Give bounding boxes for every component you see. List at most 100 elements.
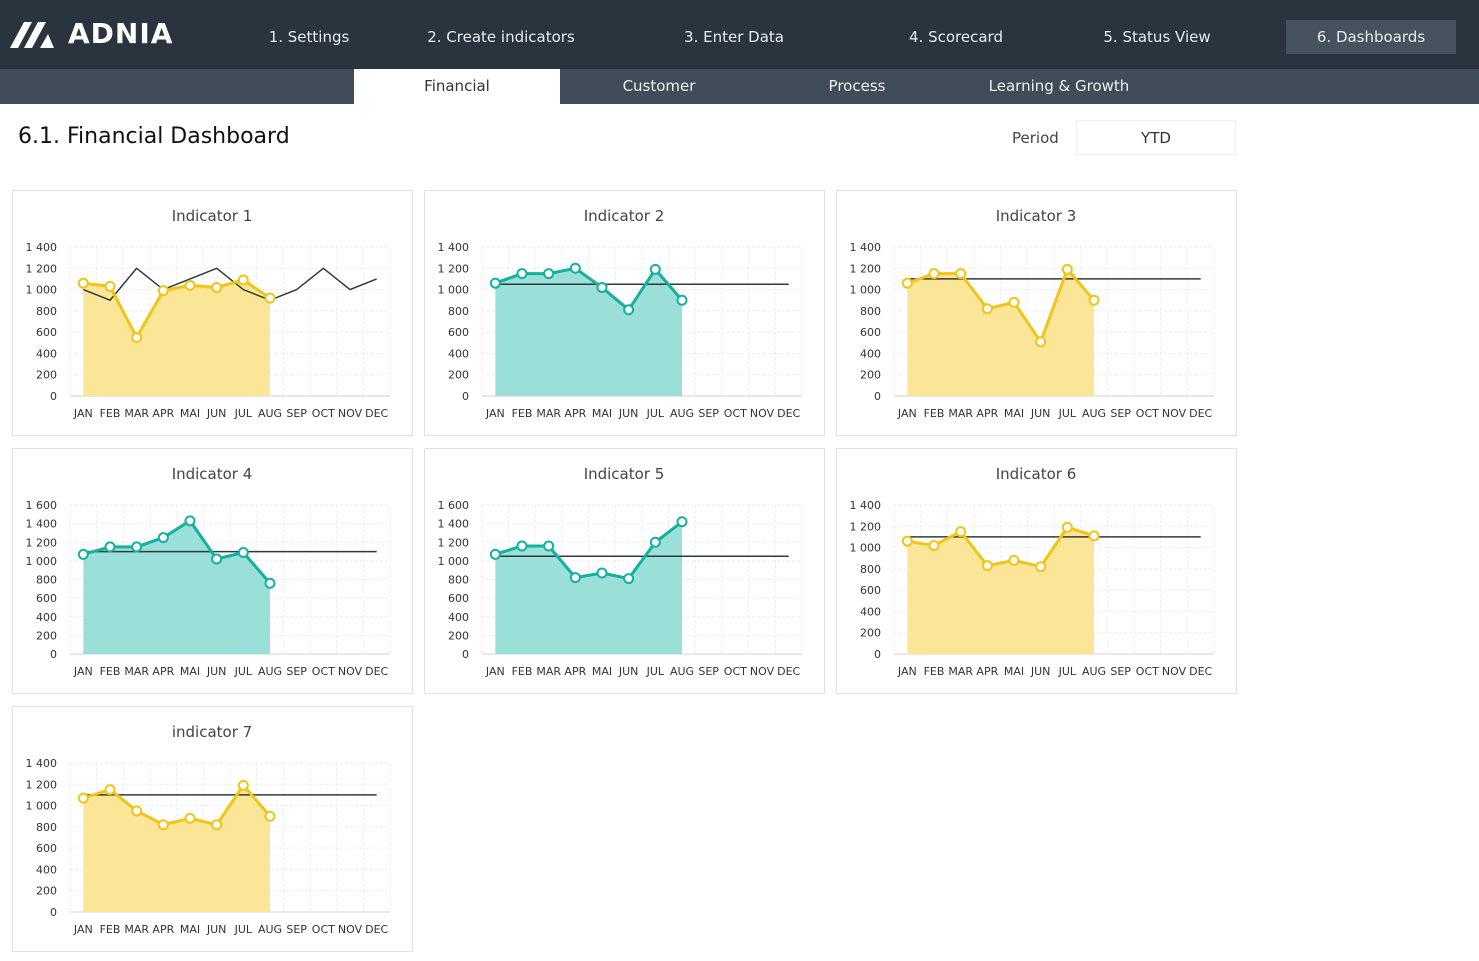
x-tick-label: DEC [777,665,800,678]
marker [104,784,116,796]
marker [131,805,143,817]
marker [184,812,196,824]
y-tick-label: 1 000 [26,555,58,568]
marker [623,573,635,585]
chart-title: Indicator 5 [584,465,665,483]
x-tick-label: OCT [1136,407,1159,420]
x-tick-label: JAN [73,665,93,678]
x-tick-label: FEB [100,665,121,678]
y-tick-label: 1 200 [26,536,58,549]
marker [569,572,581,584]
y-tick-label: 200 [36,885,57,898]
chart-title: Indicator 6 [996,465,1077,483]
marker [104,280,116,292]
y-tick-label: 600 [448,326,469,339]
chart-card [424,448,825,694]
sub-nav-item[interactable]: Financial [354,69,560,104]
x-tick-label: JUL [234,665,253,678]
y-tick-label: 1 200 [850,520,882,533]
nav-item[interactable]: 5. Status View [1103,28,1211,46]
nav-item[interactable]: 2. Create indicators [427,28,575,46]
y-tick-label: 1 200 [438,536,470,549]
y-tick-label: 200 [860,627,881,640]
nav-item[interactable]: 6. Dashboards [1286,20,1456,54]
y-tick-label: 600 [860,326,881,339]
sub-nav-item[interactable]: Customer [622,77,696,95]
marker [955,526,967,538]
x-tick-label: FEB [100,923,121,936]
nav-item[interactable]: 4. Scorecard [909,28,1003,46]
marker [596,281,608,293]
x-tick-label: APR [976,665,998,678]
marker [264,577,276,589]
x-tick-label: MAI [592,665,612,678]
chart-title: Indicator 2 [584,207,665,225]
marker [237,274,249,286]
y-tick-label: 0 [50,648,57,661]
marker [184,515,196,527]
y-tick-label: 400 [36,611,57,624]
area [907,269,1094,396]
x-tick-label: AUG [258,923,282,936]
x-tick-label: JUN [206,923,227,936]
x-tick-label: MAR [536,407,561,420]
sub-nav-item[interactable]: Learning & Growth [988,77,1130,95]
marker [676,516,688,528]
marker [131,331,143,343]
x-tick-label: DEC [365,665,388,678]
y-tick-label: 1 200 [26,262,58,275]
y-tick-label: 800 [860,563,881,576]
x-tick-label: MAI [180,923,200,936]
y-tick-label: 800 [36,305,57,318]
marker [649,536,661,548]
x-tick-label: JUL [1058,665,1077,678]
marker [131,541,143,553]
marker [1061,521,1073,533]
y-tick-label: 1 400 [850,499,882,512]
sub-nav-item[interactable]: Process [828,77,886,95]
x-tick-label: JUL [234,407,253,420]
marker [1008,554,1020,566]
y-tick-label: 1 000 [26,284,58,297]
y-tick-label: 200 [36,369,57,382]
marker [901,535,913,547]
y-tick-label: 400 [860,605,881,618]
x-tick-label: APR [152,665,174,678]
marker [264,292,276,304]
x-tick-label: NOV [1162,407,1187,420]
nav-item[interactable]: 1. Settings [268,28,350,46]
x-tick-label: DEC [365,407,388,420]
x-tick-label: OCT [724,407,747,420]
x-tick-label: JAN [73,407,93,420]
chart-title: indicator 7 [172,723,252,741]
x-tick-label: SEP [1110,665,1131,678]
x-tick-label: AUG [258,665,282,678]
chart-title: Indicator 4 [172,465,253,483]
x-tick-label: JUN [1030,665,1051,678]
y-tick-label: 1 400 [26,757,58,770]
y-tick-label: 400 [860,347,881,360]
x-tick-label: MAR [124,923,149,936]
y-tick-label: 1 400 [26,518,58,531]
y-tick-label: 1 600 [26,499,58,512]
marker [516,540,528,552]
marker [928,539,940,551]
logo: ADNIA [68,17,174,50]
marker [928,268,940,280]
x-tick-label: NOV [1162,665,1187,678]
y-tick-label: 400 [36,863,57,876]
y-tick-label: 0 [462,390,469,403]
x-tick-label: JUN [618,665,639,678]
marker [489,548,501,560]
y-tick-label: 1 400 [438,241,470,254]
marker [623,304,635,316]
area [83,279,270,396]
marker [543,540,555,552]
x-tick-label: SEP [286,923,307,936]
x-tick-label: FEB [924,665,945,678]
nav-item[interactable]: 3. Enter Data [684,28,784,46]
x-tick-label: JUN [1030,407,1051,420]
marker [516,268,528,280]
period-select[interactable]: YTD [1076,120,1236,155]
